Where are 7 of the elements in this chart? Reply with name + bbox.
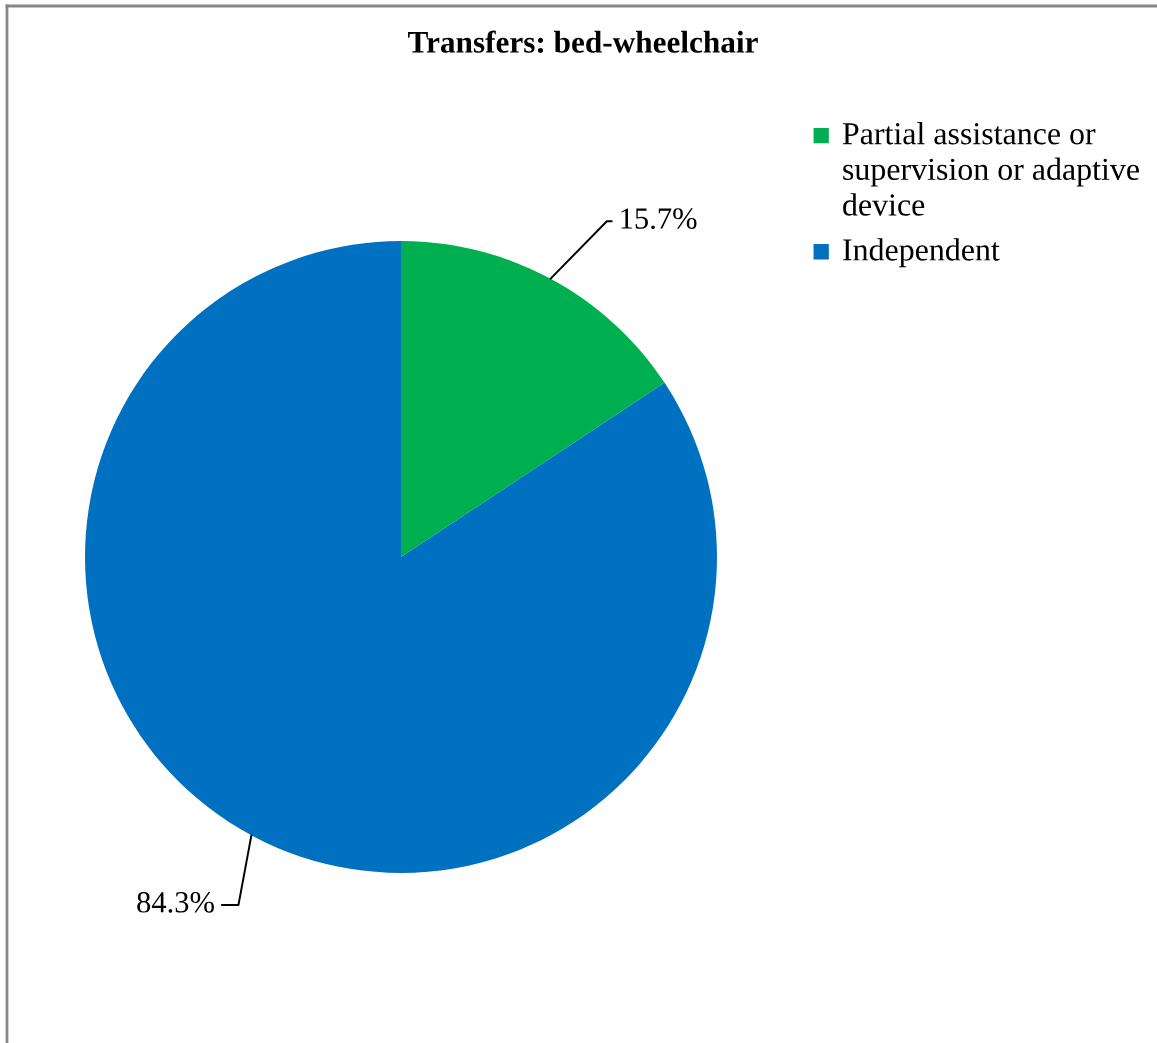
data-label: 15.7% (621, 208, 697, 229)
legend-label: Partial assistance or supervision or adaptive device (842, 122, 1139, 216)
data-label: 84.3% (137, 891, 214, 913)
pie-slice (85, 241, 717, 873)
legend-label: Independent (843, 238, 1000, 268)
chart-title: Transfers: bed-wheelchair (408, 30, 758, 53)
pie-slice (401, 241, 665, 557)
